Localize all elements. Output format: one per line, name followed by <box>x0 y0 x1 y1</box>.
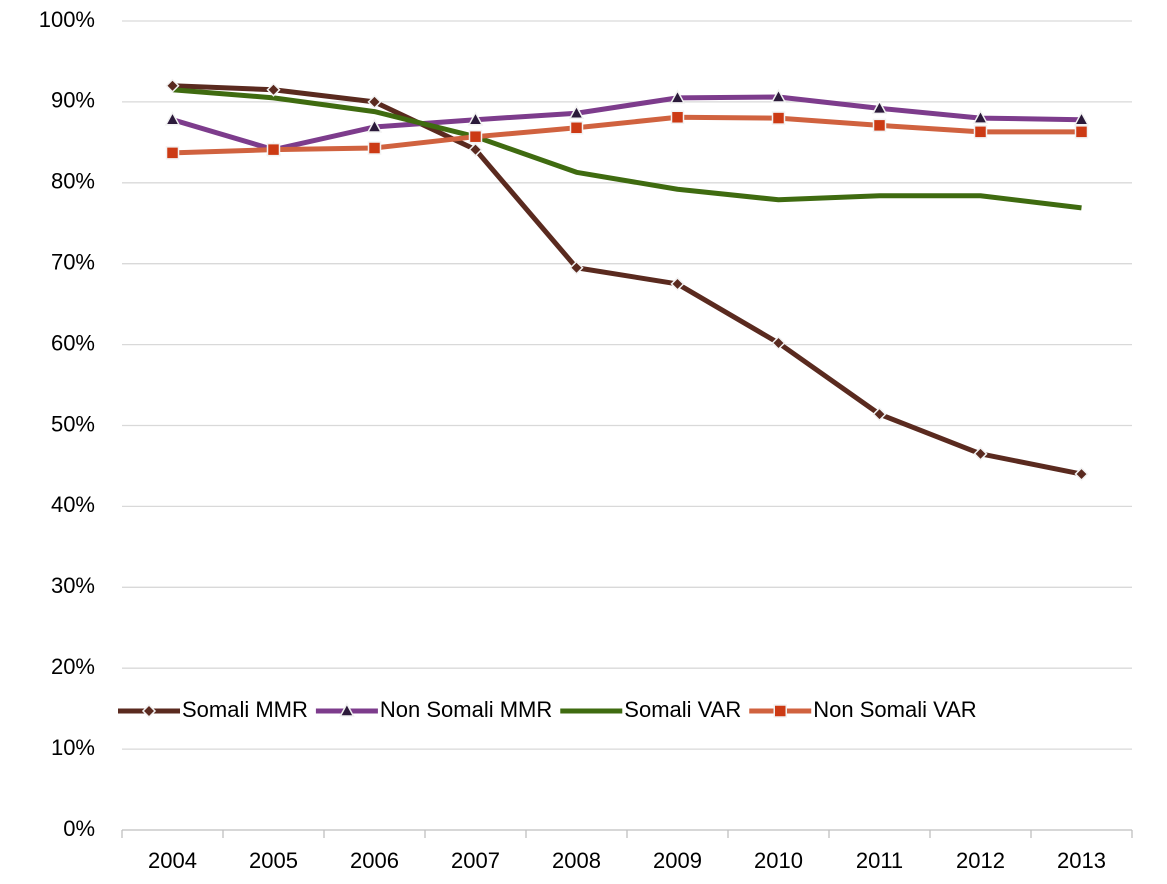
point <box>468 129 483 144</box>
point <box>266 142 281 157</box>
point <box>467 111 484 126</box>
legend-marker <box>773 704 787 718</box>
x-tick-label: 2009 <box>653 848 702 873</box>
y-tick-label: 20% <box>51 654 95 679</box>
point <box>973 446 988 461</box>
y-tick-label: 80% <box>51 169 95 194</box>
series-line <box>171 94 1082 153</box>
x-tick-label: 2005 <box>249 848 298 873</box>
point <box>367 141 382 155</box>
y-tick-label: 40% <box>51 492 95 517</box>
point <box>670 110 685 125</box>
point <box>670 276 685 291</box>
point <box>164 111 181 126</box>
y-tick-label: 90% <box>51 88 95 113</box>
x-tick-label: 2007 <box>451 848 500 873</box>
y-tick-label: 50% <box>51 411 95 436</box>
point <box>771 111 786 125</box>
y-tick-label: 0% <box>63 816 95 841</box>
y-tick-label: 10% <box>51 735 95 760</box>
legend-label: Somali MMR <box>182 697 308 722</box>
point <box>1074 125 1089 139</box>
point <box>568 104 585 119</box>
x-tick-label: 2008 <box>552 848 601 873</box>
y-tick-label: 100% <box>39 7 95 32</box>
legend-label: Non Somali VAR <box>813 697 976 722</box>
point <box>468 142 483 157</box>
legend-marker <box>339 702 355 717</box>
y-tick-label: 60% <box>51 330 95 355</box>
legend-label: Non Somali MMR <box>380 697 552 722</box>
point <box>1074 466 1089 482</box>
y-tick-label: 30% <box>51 573 95 598</box>
point <box>266 82 281 97</box>
series-line <box>172 83 1082 477</box>
point <box>871 99 888 115</box>
point <box>1073 111 1090 126</box>
x-tick-label: 2006 <box>350 848 399 873</box>
point <box>771 335 786 351</box>
x-tick-label: 2011 <box>856 848 903 873</box>
point <box>872 407 887 422</box>
series-line <box>172 87 1082 211</box>
x-tick-label: 2013 <box>1057 848 1106 873</box>
point <box>367 94 382 109</box>
point <box>569 121 584 135</box>
point <box>366 118 383 133</box>
series-line <box>172 114 1082 156</box>
y-tick-label: 70% <box>51 250 95 275</box>
x-tick-label: 2004 <box>148 848 197 873</box>
point <box>973 125 988 139</box>
point <box>165 146 180 160</box>
point <box>770 88 787 103</box>
legend-marker <box>141 703 157 719</box>
point <box>669 89 686 104</box>
point <box>872 118 887 133</box>
x-tick-label: 2012 <box>956 848 1005 873</box>
point <box>165 78 180 93</box>
legend-label: Somali VAR <box>624 697 741 722</box>
point <box>569 260 584 275</box>
point <box>972 109 989 124</box>
x-tick-label: 2010 <box>754 848 803 873</box>
